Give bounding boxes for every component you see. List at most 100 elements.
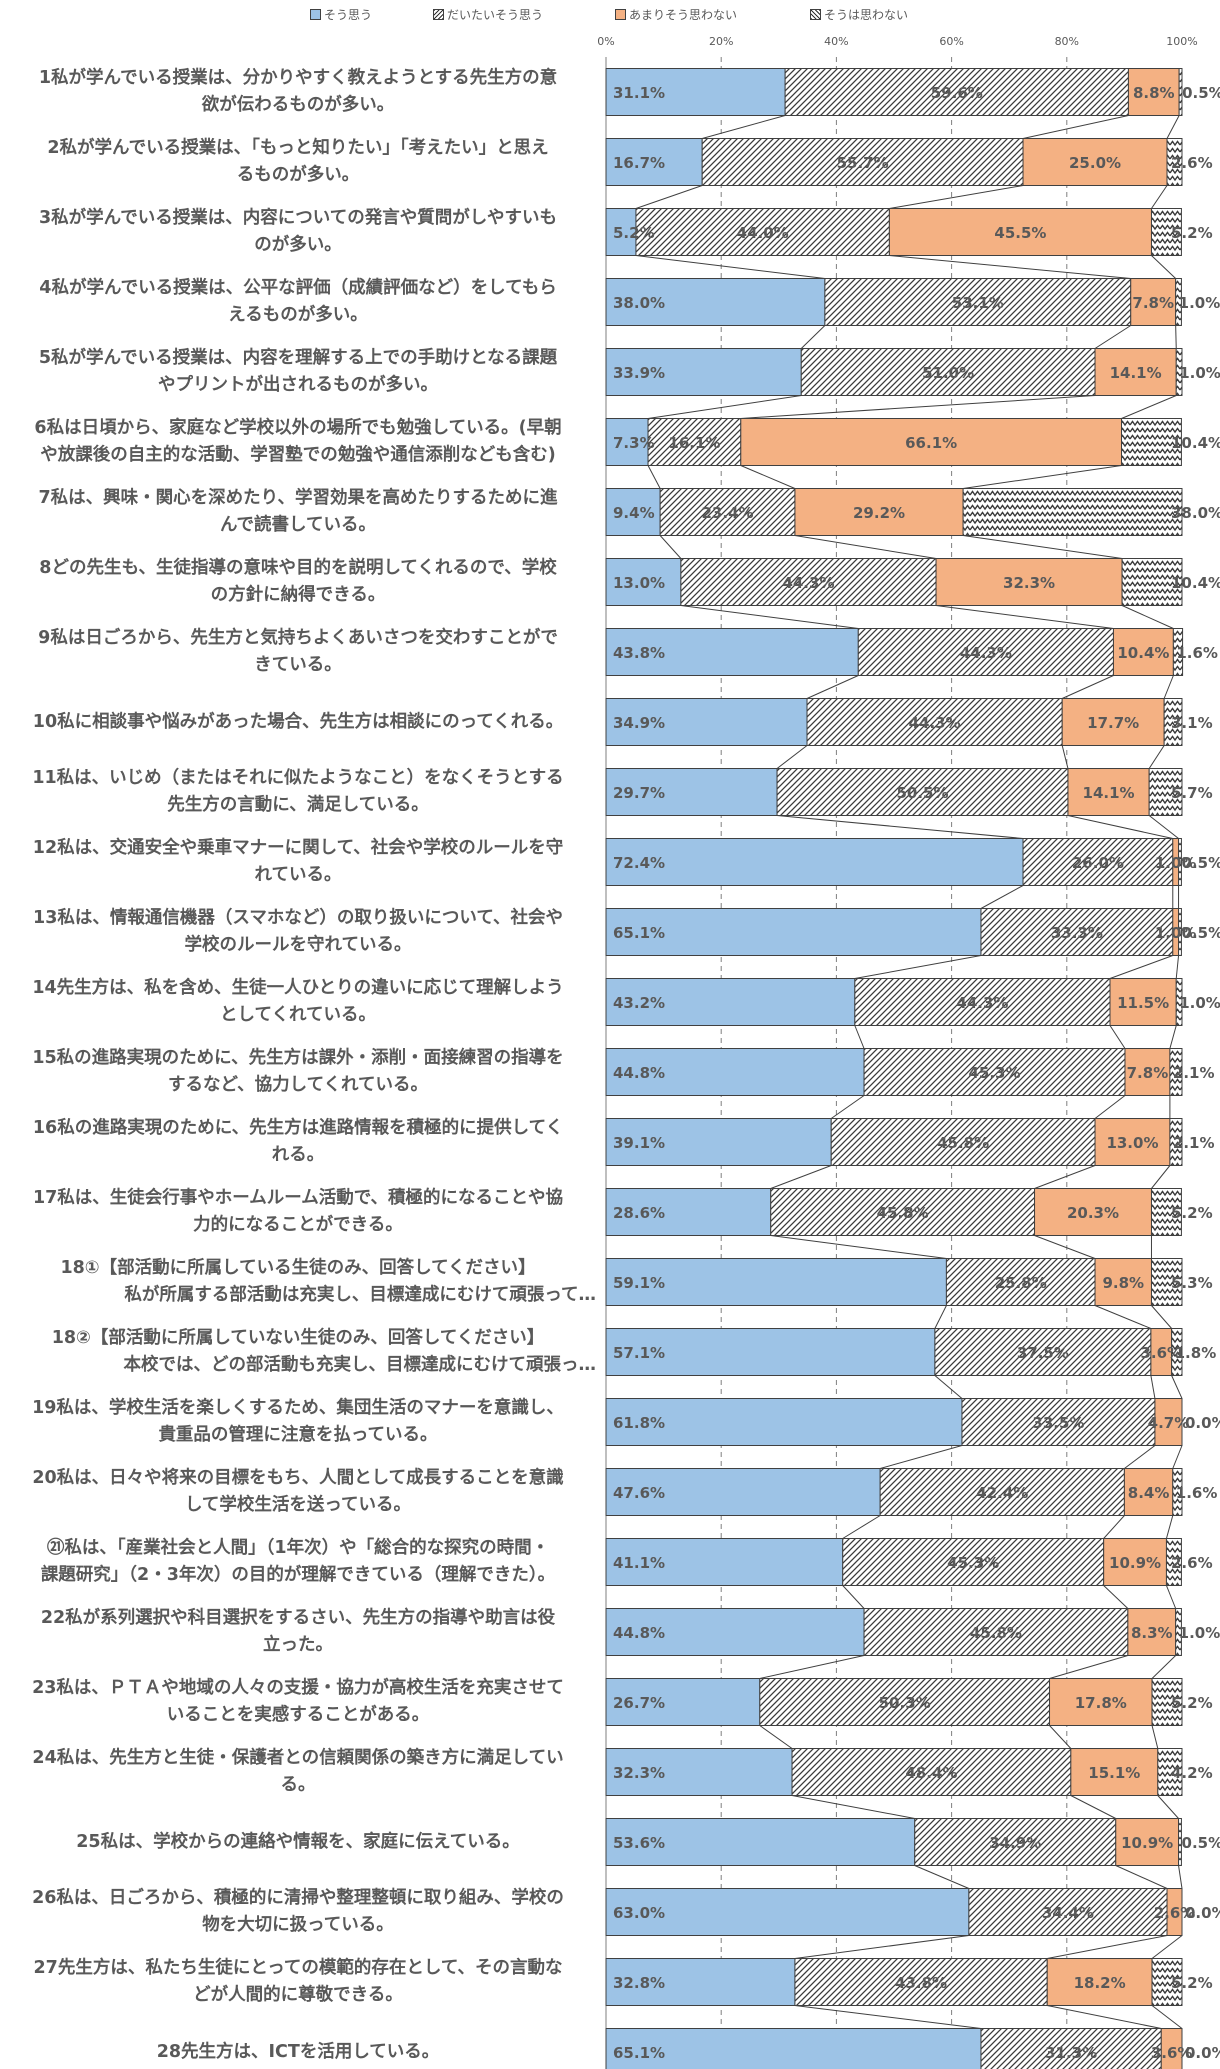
- series-connector: [806, 675, 859, 699]
- series-connector: [1172, 1445, 1183, 1469]
- data-label: 1.0%: [1155, 854, 1197, 872]
- bar-segment: [659, 488, 796, 536]
- data-label: 5.2%: [1171, 224, 1213, 242]
- data-label: 48.4%: [905, 1764, 957, 1782]
- data-label: 5.2%: [1171, 1694, 1213, 1712]
- series-connector: [1165, 1515, 1174, 1539]
- data-label: 10.4%: [1117, 644, 1169, 662]
- bar-segment: [1094, 348, 1177, 396]
- series-connector: [1151, 1725, 1159, 1749]
- category-label-line: 本校では、どの部活動も充実し、目標達成にむけて頑張っ…: [123, 1355, 597, 1376]
- category-label-line: 11私は、いじめ（またはそれに似たようなこと）をなくそうとする: [32, 768, 564, 788]
- data-label: 11.5%: [1117, 994, 1169, 1012]
- category-label: 4私が学んでいる授業は、公平な評価（成績評価など）をしてもら えるものが多い。: [0, 275, 596, 329]
- bar-segment: [605, 1538, 844, 1586]
- category-label-line: 25私は、学校からの連絡や情報を、家庭に伝えている。: [76, 1831, 520, 1852]
- data-label: 2.1%: [1173, 1064, 1215, 1082]
- category-label: ㉑私は、「産業社会と人間」（1年次）や「総合的な探究の時間・ 課題研究」（2・3年…: [0, 1535, 596, 1589]
- x-tick-label: 20%: [709, 35, 733, 48]
- data-label: 45.8%: [877, 1204, 929, 1222]
- bar-segment: [1175, 278, 1182, 326]
- series-connector: [1109, 955, 1173, 979]
- category-label-line: 3私が学んでいる授業は、内容についての発言や質問がしやすいも: [38, 208, 558, 228]
- data-label: 44.8%: [613, 1624, 665, 1642]
- bar-segment: [961, 1398, 1156, 1446]
- category-label-line: のが多い。: [254, 235, 342, 256]
- category-label-line: 8どの先生も、生徒指導の意味や目的を説明してくれるので、学校: [39, 558, 557, 578]
- bar-segment: [605, 208, 637, 256]
- bar-segment: [605, 908, 982, 956]
- series-connector: [1151, 255, 1177, 279]
- series-connector: [1115, 1865, 1168, 1889]
- series-connector: [1163, 675, 1174, 699]
- series-connector: [1094, 1095, 1126, 1119]
- bar-segment: [776, 768, 1069, 816]
- series-connector: [635, 185, 703, 209]
- bar-segment: [605, 278, 826, 326]
- data-label: 7.8%: [1132, 294, 1174, 312]
- data-label: 7.8%: [1127, 1064, 1169, 1082]
- bar-segment: [1022, 838, 1174, 886]
- bar-segment: [863, 1048, 1126, 1096]
- bar-segment: [1157, 1748, 1183, 1796]
- category-label: 6私は日頃から、家庭など学校以外の場所でも勉強している。(早朝 や放課後の自主的な…: [0, 415, 596, 469]
- series-connector: [1151, 2005, 1183, 2029]
- bar-segment: [701, 138, 1024, 186]
- bar-segment: [605, 838, 1024, 886]
- category-label-line: 立った。: [263, 1635, 333, 1656]
- category-label-line: きている。: [254, 655, 342, 676]
- bar-segment: [759, 1678, 1051, 1726]
- category-label-line: 12私は、交通安全や乗車マナーに関して、社会や学校のルールを守: [32, 838, 564, 858]
- data-label: 5.2%: [613, 224, 655, 242]
- category-label-line: としてくれている。: [220, 1005, 376, 1026]
- series-connector: [1151, 1305, 1173, 1329]
- bar-segment: [1172, 838, 1180, 886]
- series-connector: [1070, 1795, 1116, 1819]
- bar-segment: [605, 628, 859, 676]
- bar-segment: [635, 208, 890, 256]
- data-label: 32.3%: [1003, 574, 1055, 592]
- data-label: 1.0%: [1179, 294, 1220, 312]
- series-connector: [1047, 1935, 1168, 1959]
- series-connector: [1157, 1795, 1179, 1819]
- data-label: 0.5%: [1182, 854, 1220, 872]
- bar-segment: [770, 1188, 1036, 1236]
- series-connector: [759, 1725, 793, 1749]
- series-connector: [1061, 675, 1114, 699]
- data-label: 59.1%: [613, 1274, 665, 1292]
- series-connector: [770, 1165, 832, 1189]
- series-connector: [647, 465, 661, 489]
- data-label: 26.0%: [1072, 854, 1124, 872]
- bar-segment: [1150, 1328, 1173, 1376]
- bar-segment: [794, 488, 964, 536]
- category-label-line: 2私が学んでいる授業は、「もっと知りたい」「考えたい」と思え: [47, 138, 549, 158]
- category-label-line: 課題研究」（2・3年次）の目的が理解できている（理解できた）。: [40, 1565, 556, 1586]
- data-label: 15.1%: [1088, 1764, 1140, 1782]
- data-label: 43.8%: [613, 644, 665, 662]
- data-label: 51.0%: [922, 364, 974, 382]
- category-label-line: 28先生方は、ICTを活用している。: [156, 2041, 440, 2062]
- data-label: 45.8%: [970, 1624, 1022, 1642]
- category-label-line: 15私の進路実現のために、先生方は課外・添削・面接練習の指導を: [32, 1048, 564, 1068]
- data-label: 9.4%: [613, 504, 655, 522]
- series-connector: [934, 1375, 963, 1399]
- data-label: 34.4%: [1042, 1904, 1094, 1922]
- data-label: 2.1%: [1173, 1134, 1215, 1152]
- legend-label: そう思う: [324, 8, 373, 22]
- bar-segment: [1169, 1048, 1183, 1096]
- bar-segment: [1160, 2028, 1183, 2069]
- bar-segment: [605, 1188, 772, 1236]
- data-label: 3.6%: [1151, 2044, 1193, 2062]
- series-connector: [800, 325, 826, 349]
- bar-segment: [605, 1678, 761, 1726]
- legend-label: あまりそう思わない: [629, 8, 738, 22]
- data-label: 43.8%: [895, 1974, 947, 1992]
- data-label: 1.0%: [1155, 924, 1197, 942]
- series-connector: [854, 955, 982, 979]
- series-connector: [842, 1515, 881, 1539]
- bar-segment: [605, 1398, 963, 1446]
- bar-segment: [1112, 628, 1174, 676]
- data-label: 16.7%: [613, 154, 665, 172]
- category-label-line: 9私は日ごろから、先生方と気持ちよくあいさつを交わすことがで: [38, 628, 558, 648]
- data-label: 14.1%: [1083, 784, 1135, 802]
